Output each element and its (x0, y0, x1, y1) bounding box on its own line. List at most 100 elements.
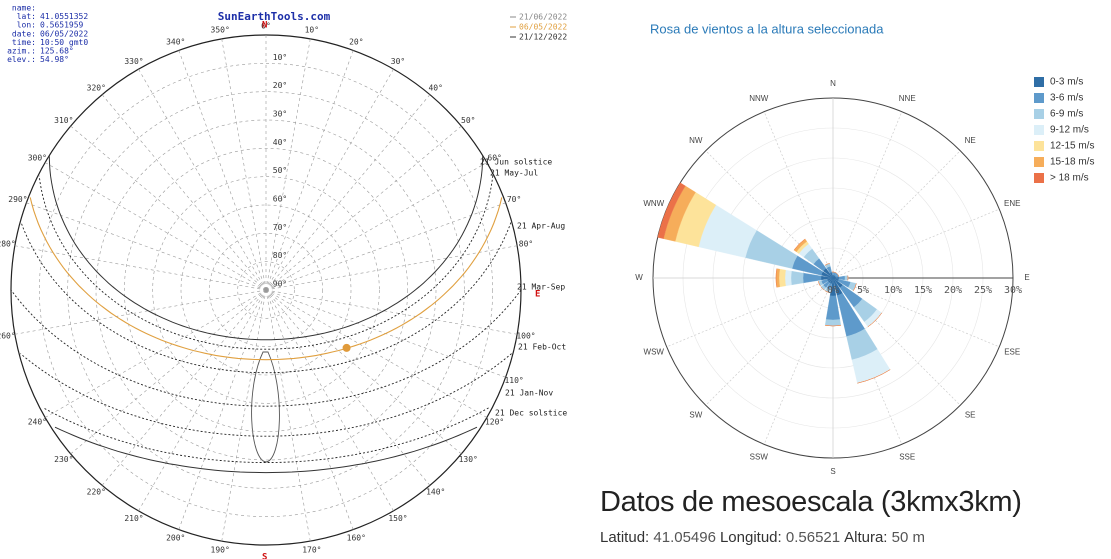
elevation-ring (39, 63, 493, 517)
legend-label: > 18 m/s (1050, 173, 1089, 184)
azimuth-label: 160° (347, 534, 366, 543)
wind-segment (790, 270, 804, 286)
direction-spoke (666, 277, 834, 348)
wind-segment (867, 312, 882, 327)
mesoscale-fields: Latitud: 41.05496 Longitud: 0.56521 Altura… (600, 529, 1105, 546)
azimuth-label: 330° (124, 57, 143, 66)
azimuth-grid-line (70, 289, 267, 455)
azimuth-grid-line (178, 289, 267, 530)
direction-label: ESE (1004, 347, 1020, 356)
field-value: 50 m (891, 529, 925, 546)
legend-label: 21/06/2022 (519, 13, 567, 22)
azimuth-label: 260° (0, 331, 16, 340)
legend-label: 3-6 m/s (1050, 93, 1083, 104)
info-key: elev.: (7, 55, 36, 64)
elevation-label: 80° (273, 251, 287, 260)
sun-path-curve (54, 426, 478, 474)
wind-segment (838, 275, 846, 281)
azimuth-grid-line (265, 289, 487, 418)
azimuth-label: 280° (0, 240, 16, 249)
azimuth-grid-line (265, 50, 354, 291)
radial-tick-label: 30% (1004, 285, 1022, 296)
site-title: SunEarthTools.com (218, 10, 331, 23)
direction-spoke (832, 150, 961, 279)
azimuth-label: 120° (485, 418, 504, 427)
azimuth-grid-line (265, 245, 518, 291)
cardinal-label: E (535, 290, 540, 300)
azimuth-label: 30° (391, 57, 405, 66)
azimuth-grid-line (101, 289, 267, 486)
azimuth-grid-line (265, 202, 506, 291)
elevation-ring (152, 176, 380, 404)
cardinal-label: N (262, 21, 267, 31)
azimuth-grid-line (14, 245, 267, 291)
legend-swatch (1034, 109, 1044, 119)
direction-label: NW (689, 136, 703, 145)
azimuth-grid-line (178, 50, 267, 291)
wind-segment (844, 275, 849, 281)
legend-swatch (1034, 157, 1044, 167)
azimuth-grid-line (265, 289, 311, 542)
direction-spoke (763, 277, 834, 445)
wind-segment (825, 325, 841, 327)
info-value: 125.68° (40, 47, 74, 56)
info-value: 54.98° (40, 55, 69, 64)
legend-label: 12-15 m/s (1050, 141, 1094, 152)
azimuth-label: 290° (8, 195, 27, 204)
direction-label: WNW (643, 199, 664, 208)
wind-segment (657, 182, 686, 239)
curve-label: 21 Mar-Sep (517, 283, 565, 292)
info-key: lon: (17, 21, 36, 30)
curve-label: 21 Feb-Oct (518, 343, 566, 352)
azimuth-label: 350° (211, 26, 230, 35)
azimuth-grid-line (138, 289, 267, 511)
elevation-label: 10° (273, 53, 287, 62)
legend-label: 9-12 m/s (1050, 125, 1089, 136)
azimuth-label: 320° (87, 83, 106, 92)
direction-label: S (830, 467, 835, 476)
elevation-label: 40° (273, 138, 287, 147)
azimuth-grid-line (265, 289, 431, 486)
curve-label: 21 Apr-Aug (517, 222, 565, 231)
azimuth-label: 10° (305, 26, 319, 35)
azimuth-grid-line (265, 125, 462, 291)
direction-label: SSW (750, 452, 769, 461)
elevation-label: 20° (273, 81, 287, 90)
direction-label: E (1024, 273, 1029, 282)
wind-segment (837, 274, 839, 277)
field-label: Latitud: (600, 529, 650, 546)
azimuth-label: 310° (54, 116, 73, 125)
elevation-label: 60° (273, 195, 287, 204)
azimuth-label: 20° (349, 37, 363, 46)
azimuth-grid-line (265, 289, 354, 530)
wind-rose-title: Rosa de vientos a la altura seleccionada (650, 21, 884, 36)
direction-label: NNE (899, 94, 916, 103)
azimuth-label: 170° (302, 545, 321, 554)
radial-tick-label: 15% (914, 285, 932, 296)
azimuth-label: 50° (461, 116, 475, 125)
legend-swatch (1034, 93, 1044, 103)
elevation-ring (67, 91, 465, 489)
radial-tick-label: 20% (944, 285, 962, 296)
wind-segment (834, 272, 837, 274)
mesoscale-heading: Datos de mesoescala (3kmx3km) (600, 486, 1022, 518)
azimuth-label: 40° (428, 83, 442, 92)
direction-label: SSE (899, 452, 915, 461)
info-key: lat: (17, 12, 36, 21)
sun-path-curve (38, 175, 494, 350)
azimuth-label: 240° (28, 418, 47, 427)
info-key: name: (12, 4, 36, 13)
sun-path-curve (20, 222, 512, 374)
azimuth-label: 200° (166, 534, 185, 543)
wind-segment (778, 268, 786, 288)
info-value: 0.5651959 (40, 21, 84, 30)
azimuth-grid-line (265, 69, 394, 291)
azimuth-grid-line (45, 289, 267, 418)
elevation-ring (124, 148, 408, 432)
elevation-label: 30° (273, 110, 287, 119)
direction-label: NNW (749, 94, 769, 103)
legend-swatch (1034, 125, 1044, 135)
legend-swatch (1034, 77, 1044, 87)
